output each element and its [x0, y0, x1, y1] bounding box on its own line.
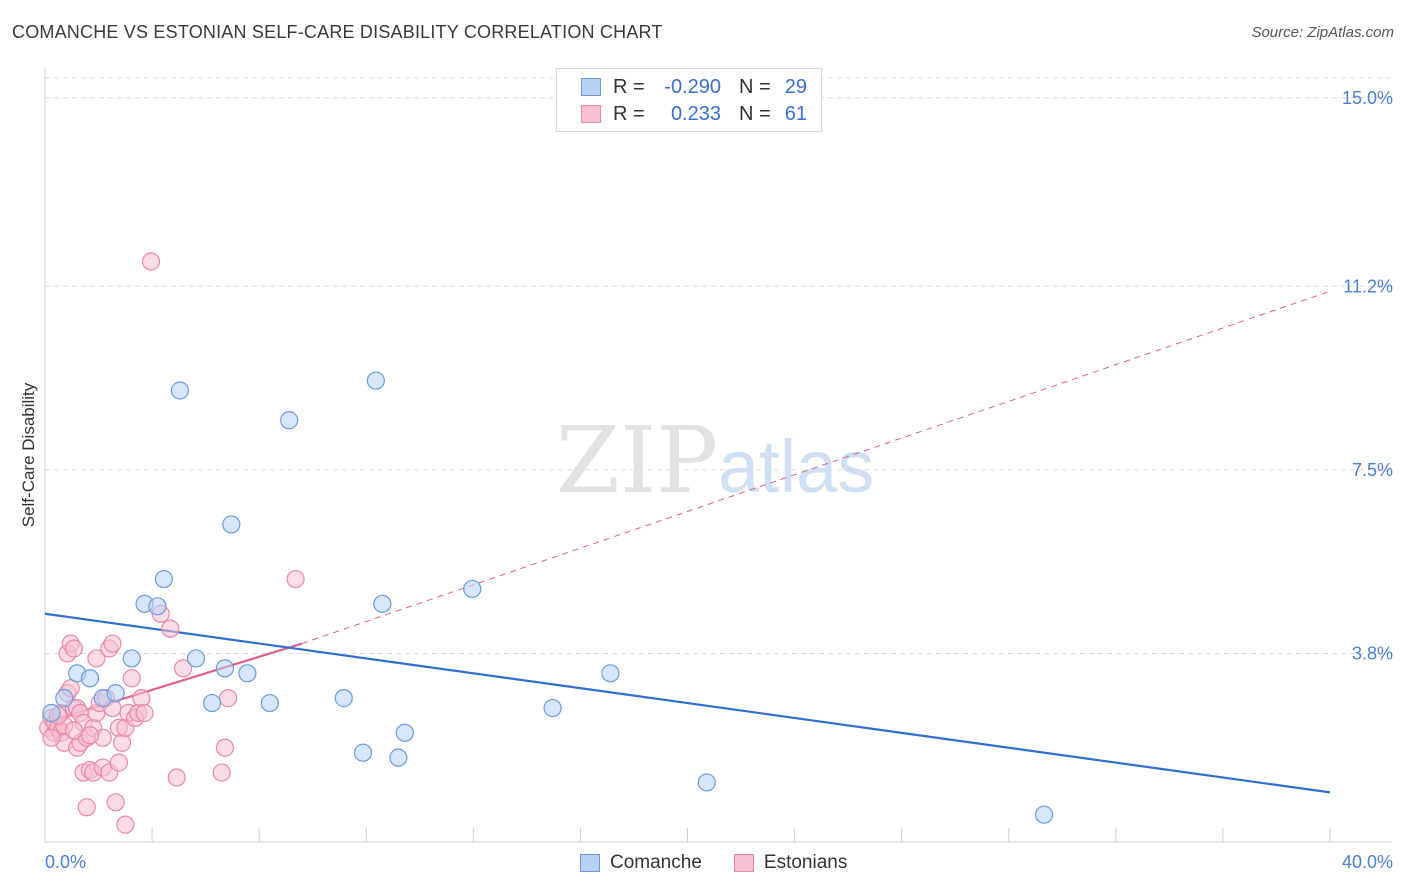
comanche-point — [280, 411, 299, 430]
estonians-point — [135, 703, 154, 723]
watermark-atlas: atlas — [718, 425, 874, 508]
estonians-point — [80, 726, 100, 745]
comanche-trend-line — [44, 612, 1331, 794]
estonians-point — [215, 738, 234, 757]
legend-n-value: 29 — [784, 75, 807, 98]
y-tick-label: 15.0% — [1342, 88, 1393, 108]
legend-r-label: R = — [613, 75, 645, 98]
comanche-point — [601, 664, 620, 683]
legend-r-value: 0.233 — [670, 102, 721, 125]
comanche-point — [260, 693, 279, 713]
bottom-swatch-comanche — [580, 854, 600, 872]
points-layer — [39, 252, 1054, 834]
comanche-point — [154, 569, 173, 589]
comanche-point — [42, 703, 61, 723]
legend-n-label: N = — [739, 102, 771, 125]
comanche-point — [395, 723, 414, 742]
bottom-legend-estonians: Estonians — [733, 852, 848, 874]
legend-r-label: R = — [613, 102, 645, 125]
comanche-point — [543, 698, 562, 718]
bottom-legend-estonians-label: Estonians — [763, 852, 848, 873]
legend-swatch-comanche — [581, 78, 601, 96]
y-axis-label: Self-Care Disability — [19, 382, 38, 527]
x-tick-label: 40.0% — [1342, 852, 1393, 872]
y-tick-label: 11.2% — [1343, 276, 1393, 296]
chart-title: COMANCHE VS ESTONIAN SELF-CARE DISABILIT… — [12, 22, 663, 42]
estonians-point — [64, 639, 84, 658]
comanche-point — [463, 579, 482, 599]
bottom-legend: Comanche Estonians — [580, 852, 879, 874]
estonians-point — [161, 619, 180, 638]
estonians-point — [141, 252, 161, 271]
estonians-point — [103, 634, 122, 653]
estonians-point — [109, 753, 128, 772]
legend-row-comanche: R = -0.290 N = 29 — [581, 75, 807, 99]
estonians-point — [174, 659, 193, 678]
trend-lines — [44, 290, 1331, 794]
comanche-point — [215, 659, 234, 678]
legend-n-label: N = — [739, 75, 771, 98]
watermark-zip: ZIP — [556, 407, 718, 514]
comanche-point — [353, 743, 373, 762]
y-tick-label: 3.8% — [1352, 643, 1393, 663]
watermark: ZIP atlas — [556, 407, 874, 514]
comanche-point — [80, 669, 100, 688]
estonians-point — [87, 649, 106, 668]
legend-swatch-estonians — [581, 105, 601, 123]
x-tick-label: 0.0% — [45, 852, 86, 872]
source-label: Source: ZipAtlas.com — [1251, 24, 1394, 41]
estonians-point — [112, 733, 132, 752]
comanche-point — [202, 693, 222, 713]
comanche-point — [186, 649, 206, 668]
estonians-trend-extension — [301, 290, 1331, 645]
comanche-point — [55, 689, 74, 708]
legend-n-value: 61 — [784, 102, 807, 125]
comanche-point — [148, 597, 167, 616]
estonians-point — [212, 763, 231, 782]
comanche-point — [122, 649, 141, 668]
comanche-point — [366, 371, 385, 390]
comanche-point — [697, 773, 716, 792]
bottom-legend-comanche: Comanche — [580, 852, 702, 874]
estonians-point — [64, 721, 84, 740]
comanche-point — [170, 381, 190, 400]
comanche-point — [389, 748, 408, 767]
axes-layer: 3.8% 7.5% 11.2% 15.0% 0.0% 40.0% — [44, 68, 1393, 872]
estonians-point — [77, 798, 96, 817]
estonians-point — [219, 689, 238, 708]
bottom-legend-comanche-label: Comanche — [610, 852, 702, 873]
estonians-point — [42, 728, 61, 747]
estonians-point — [122, 669, 141, 688]
comanche-point — [373, 594, 392, 613]
comanche-point — [106, 684, 125, 703]
legend-row-estonians: R = 0.233 N = 61 — [581, 102, 807, 126]
legend-r-value: -0.290 — [664, 75, 721, 98]
bottom-swatch-estonians — [733, 854, 754, 872]
comanche-point — [238, 664, 257, 683]
comanche-point — [222, 515, 241, 534]
estonians-point — [116, 815, 135, 834]
estonians-point — [167, 768, 186, 787]
estonians-point — [286, 569, 305, 589]
estonians-point — [106, 793, 125, 812]
legend: R = -0.290 N = 29 R = 0.233 N = 61 — [556, 68, 822, 132]
comanche-point — [1034, 805, 1054, 824]
estonians-point — [132, 689, 151, 708]
y-tick-label: 7.5% — [1352, 460, 1393, 480]
comanche-point — [334, 689, 353, 708]
grid-layer — [45, 77, 1392, 654]
